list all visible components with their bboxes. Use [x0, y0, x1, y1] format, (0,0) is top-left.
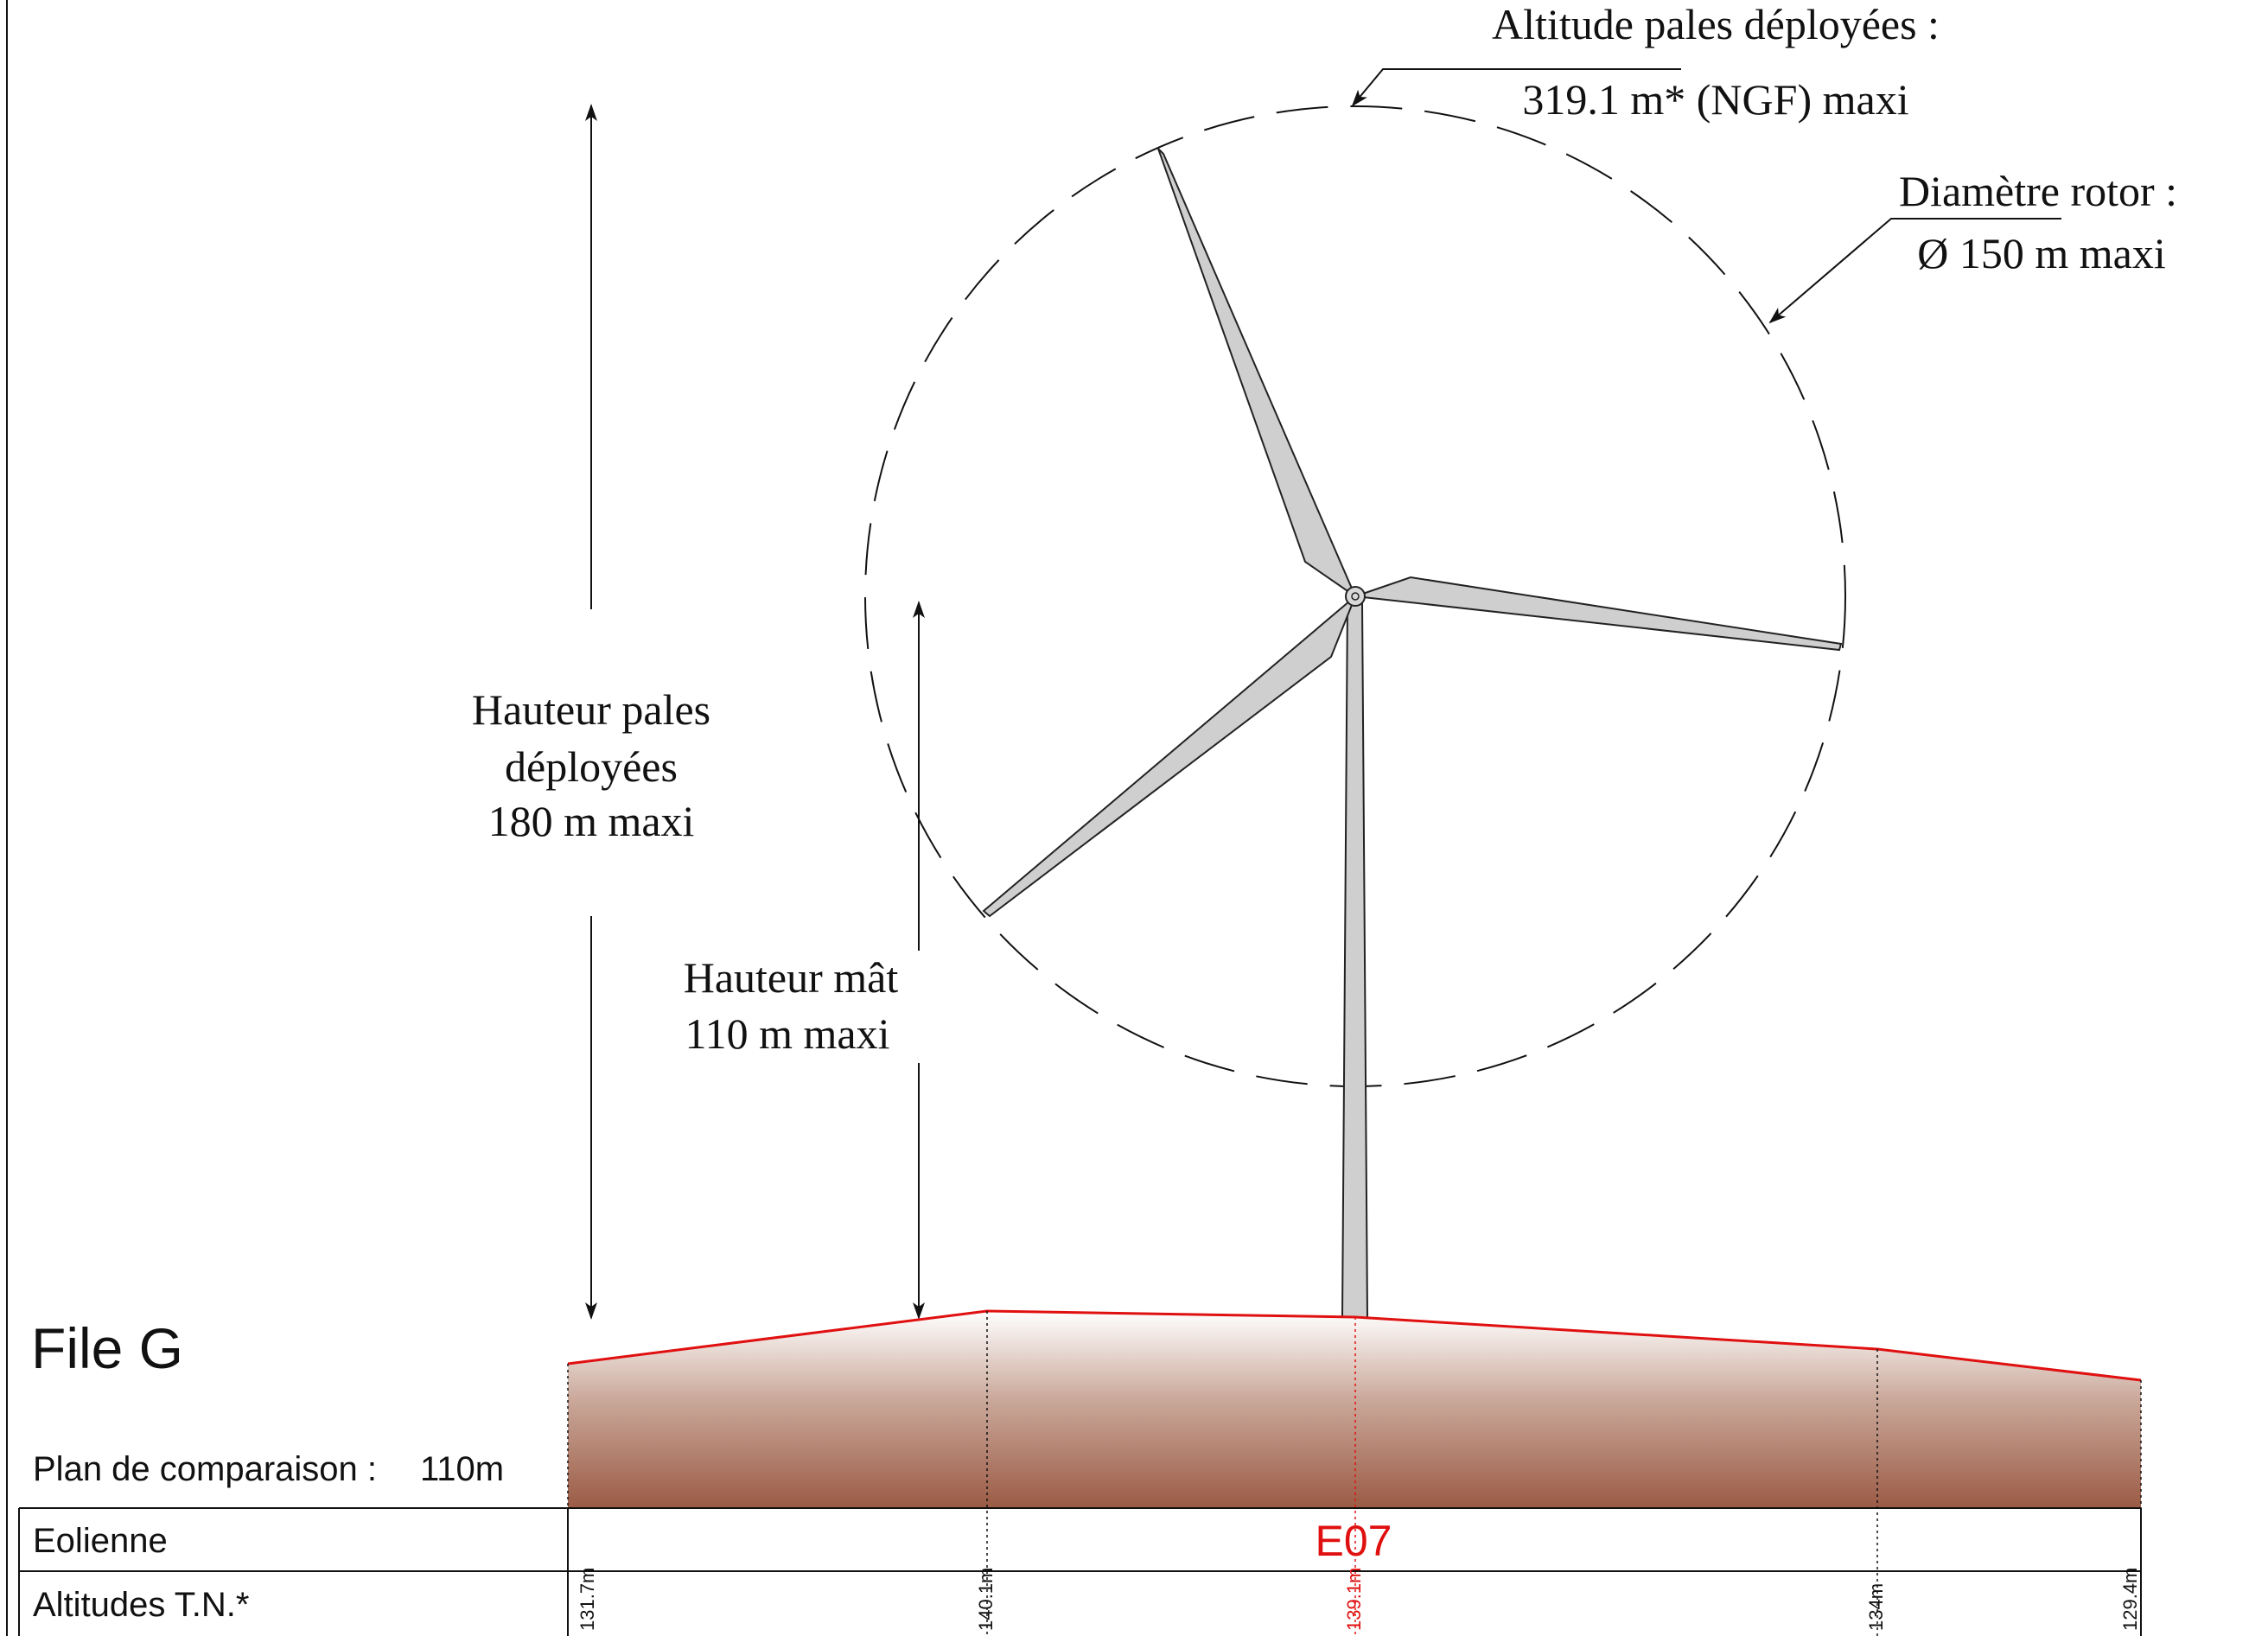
altitude-label-line2: 319.1 m* (NGF) maxi [1522, 75, 1908, 124]
blade-height-label-line3: 180 m maxi [488, 797, 695, 845]
altitude-label-line1: Altitude pales déployées : [1492, 0, 1940, 48]
terrain-altitude-label-4: 134m [1865, 1583, 1887, 1631]
terrain-altitude-label-2: 140.1m [975, 1568, 997, 1631]
table-row-altitudes-label: Altitudes T.N.* [33, 1586, 250, 1624]
turbine-blade-left [982, 595, 1356, 918]
diameter-label-line1: Diamètre rotor : [1899, 167, 2177, 215]
blade-height-label-line1: Hauteur pales [472, 685, 710, 734]
mast-height-label-line2: 110 m maxi [685, 1009, 889, 1058]
plan-de-comparaison-value: 110m [420, 1450, 504, 1488]
terrain-altitude-label-3: 139.1m [1343, 1568, 1365, 1631]
table-row-eolienne-label: Eolienne [33, 1522, 168, 1560]
turbine-hub-center [1351, 592, 1360, 601]
turbine-id-label: E07 [1316, 1517, 1392, 1565]
turbine-blade-up [1157, 148, 1358, 599]
mast-height-label-line1: Hauteur mât [684, 953, 899, 1002]
plan-de-comparaison-label: Plan de comparaison : [33, 1450, 377, 1488]
diameter-label-line2: Ø 150 m maxi [1917, 229, 2165, 277]
turbine-tower [1341, 600, 1369, 1319]
diameter-leader-line [1768, 218, 2061, 324]
turbine-hub [1345, 586, 1366, 607]
altitude-leader-line [1351, 68, 1681, 107]
page-title: File G [31, 1316, 183, 1380]
data-table [18, 1507, 2142, 1636]
terrain-altitude-label-5: 129.4m [2119, 1568, 2141, 1631]
terrain-fill [568, 1311, 2141, 1508]
turbine-blade-right [1354, 576, 1843, 652]
terrain-altitude-label-1: 131.7m [577, 1568, 598, 1631]
blade-height-label-line2: déployées [505, 742, 678, 791]
